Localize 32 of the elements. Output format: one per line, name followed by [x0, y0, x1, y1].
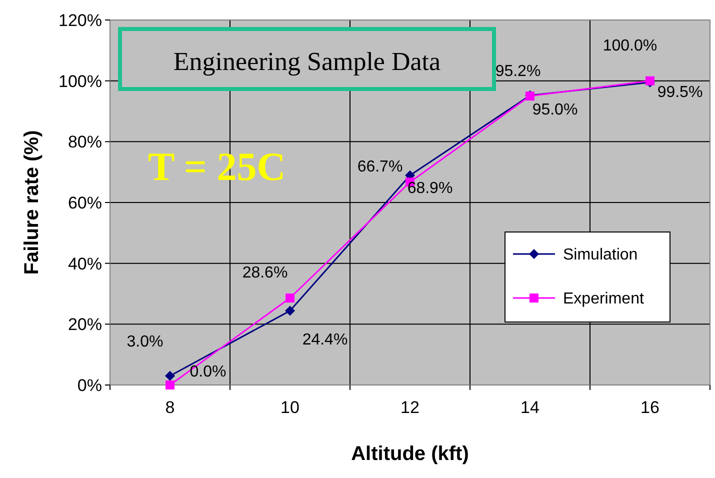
- note-box: Engineering Sample Data: [118, 27, 496, 91]
- point: [286, 294, 294, 303]
- data-label: 3.0%: [126, 333, 164, 350]
- x-axis-title: Altitude (kft): [351, 443, 469, 465]
- x-tick-label: 12: [400, 398, 420, 417]
- y-tick-label: 80%: [68, 132, 102, 152]
- point: [166, 380, 174, 390]
- annotation: Engineering Sample Data: [173, 47, 442, 76]
- y-tick-label: 100%: [58, 72, 102, 91]
- y-tick-label: 0%: [77, 376, 102, 395]
- legend-label: Simulation: [563, 246, 638, 264]
- data-label: 95.2%: [495, 63, 541, 80]
- y-axis-title: Failure rate (%): [21, 130, 43, 275]
- data-label: 99.5%: [657, 84, 703, 101]
- y-tick-label: 20%: [68, 315, 102, 334]
- data-label: 95.0%: [532, 102, 578, 119]
- data-label: 68.9%: [407, 180, 453, 198]
- legend-label: Experiment: [563, 290, 644, 308]
- x-tick-label: 14: [520, 398, 540, 417]
- data-label: 0.0%: [190, 364, 226, 381]
- y-tick-label: 120%: [58, 10, 102, 30]
- y-tick-label: 40%: [68, 254, 102, 274]
- data-label: 24.4%: [302, 331, 348, 348]
- point: [285, 306, 295, 316]
- point: [165, 370, 175, 381]
- x-tick-label: 16: [640, 398, 660, 417]
- y-tick-label: 60%: [68, 193, 102, 212]
- data-label: 66.7%: [357, 158, 403, 176]
- x-tick-label: 10: [280, 398, 300, 417]
- data-label: 28.6%: [242, 264, 288, 282]
- x-tick-label: 8: [165, 398, 175, 417]
- data-label: 100.0%: [602, 37, 658, 54]
